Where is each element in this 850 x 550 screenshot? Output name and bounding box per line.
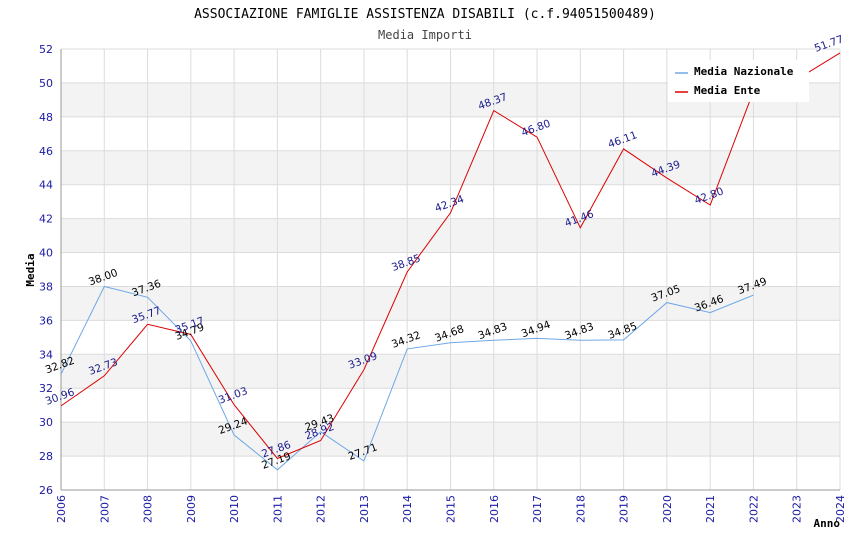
data-label-media-nazionale: 34.83 <box>477 321 509 343</box>
x-tick-label: 2023 <box>791 495 804 523</box>
legend-label-media-nazionale: Media Nazionale <box>694 65 794 78</box>
x-tick-label: 2015 <box>445 495 458 523</box>
y-axis-label: Media <box>24 253 37 286</box>
x-tick-label: 2024 <box>834 495 847 523</box>
data-label-media-ente: 38.85 <box>390 252 422 274</box>
data-label-media-ente: 46.80 <box>520 118 552 140</box>
y-tick-label: 40 <box>39 247 53 260</box>
x-tick-label: 2018 <box>574 495 587 523</box>
series-line-media-nazionale <box>60 285 754 471</box>
x-tick-label: 2007 <box>98 495 111 523</box>
y-tick-label: 28 <box>39 450 53 463</box>
x-tick-label: 2013 <box>358 495 371 523</box>
series-line-media-ente <box>60 52 841 460</box>
y-tick-label: 50 <box>39 77 53 90</box>
legend: Media Nazionale Media Ente <box>668 60 809 102</box>
axes <box>60 49 840 491</box>
data-label-media-nazionale: 34.68 <box>433 323 465 345</box>
x-tick-label: 2020 <box>661 495 674 523</box>
y-tick-label: 32 <box>39 382 53 395</box>
y-tick-label: 48 <box>39 111 53 124</box>
x-tick-label: 2012 <box>315 495 328 523</box>
y-tick-label: 52 <box>39 43 53 56</box>
x-tick-label: 2019 <box>618 495 631 523</box>
data-label-media-nazionale: 38.00 <box>87 267 119 289</box>
x-tick-label: 2014 <box>401 495 414 523</box>
x-tick-label: 2016 <box>488 495 501 523</box>
y-tick-label: 26 <box>39 484 53 497</box>
x-tick-label: 2006 <box>55 495 68 523</box>
x-tick-labels: 2006 2007 2008 2009 2010 2011 2012 2013 2014 2015… <box>55 495 847 523</box>
y-tick-label: 30 <box>39 416 53 429</box>
x-tick-label: 2008 <box>142 495 155 523</box>
legend-label-media-ente: Media Ente <box>694 84 761 97</box>
data-label-media-nazionale: 34.85 <box>606 320 638 342</box>
data-label-media-nazionale: 34.83 <box>563 321 595 343</box>
y-tick-label: 36 <box>39 314 53 327</box>
y-tick-label: 34 <box>39 348 53 361</box>
legend-box <box>668 60 809 102</box>
x-tick-label: 2010 <box>228 495 241 523</box>
x-tick-label: 2017 <box>531 495 544 523</box>
x-tick-label: 2009 <box>185 495 198 523</box>
data-label-media-ente: 46.11 <box>606 129 638 151</box>
y-tick-labels: 26 28 30 32 34 36 38 40 42 44 46 48 50 52 <box>39 43 53 497</box>
y-tick-label: 38 <box>39 280 53 293</box>
y-tick-label: 46 <box>39 145 53 158</box>
x-tick-label: 2011 <box>271 495 284 523</box>
data-label-media-ente: 42.34 <box>433 193 466 215</box>
chart-subtitle: Media Importi <box>378 28 472 42</box>
y-tick-label: 44 <box>39 179 53 192</box>
gridlines <box>60 48 841 491</box>
chart-title: ASSOCIAZIONE FAMIGLIE ASSISTENZA DISABIL… <box>194 7 656 22</box>
x-tick-label: 2022 <box>747 495 760 523</box>
data-label-media-nazionale: 34.94 <box>520 319 553 341</box>
x-tick-label: 2021 <box>704 495 717 523</box>
y-tick-label: 42 <box>39 213 53 226</box>
series-lines <box>60 52 841 471</box>
x-axis-label: Anno <box>814 517 841 530</box>
